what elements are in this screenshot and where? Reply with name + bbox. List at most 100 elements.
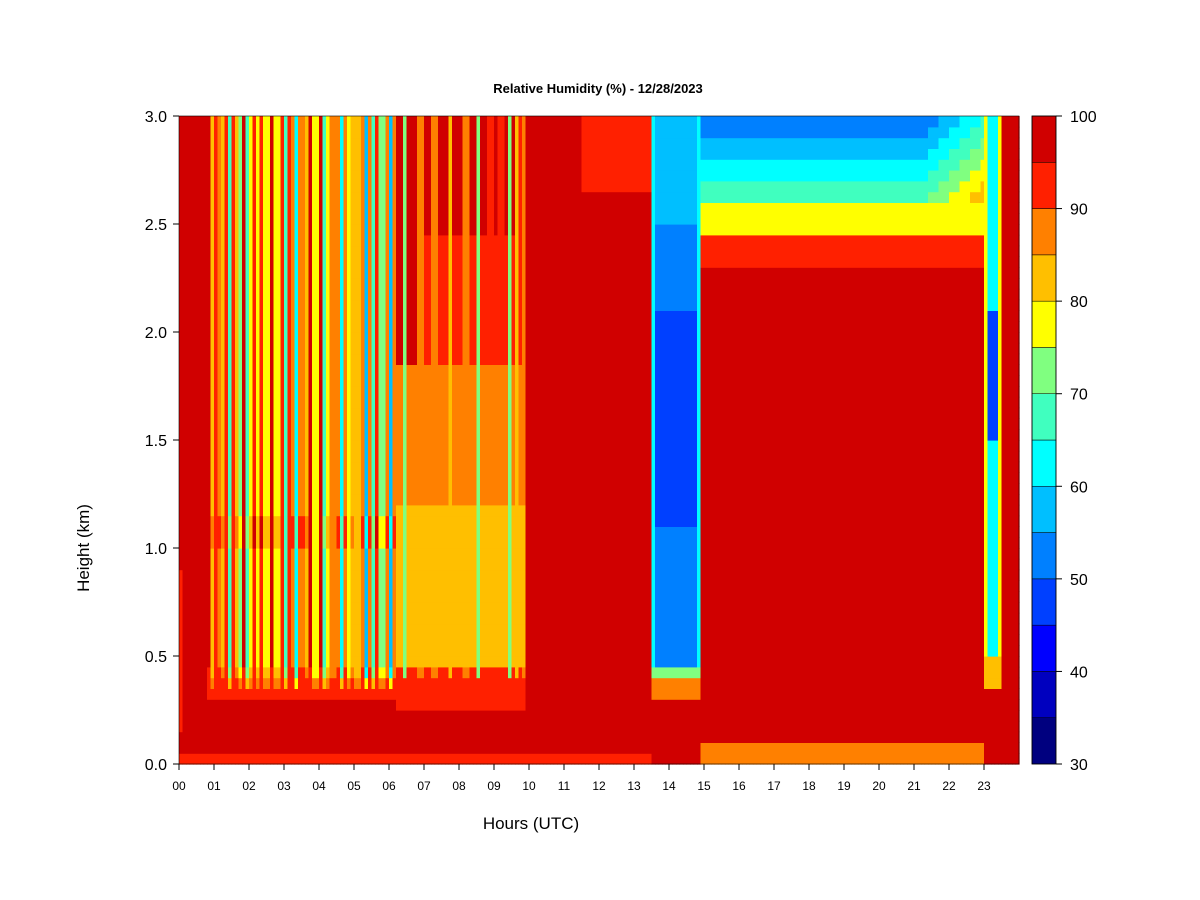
heatmap-cell: [273, 256, 278, 268]
heatmap-cell: [242, 353, 247, 365]
heatmap-cell: [280, 602, 285, 614]
heatmap-cell: [294, 634, 299, 646]
heatmap-cell: [182, 386, 187, 398]
heatmap-cell: [350, 386, 355, 398]
heatmap-cell: [322, 116, 327, 128]
heatmap-cell: [396, 288, 401, 301]
heatmap-cell: [249, 137, 254, 149]
heatmap-cell: [259, 342, 264, 355]
heatmap-cell: [343, 342, 348, 355]
heatmap-cell: [445, 418, 450, 430]
heatmap-cell: [312, 180, 317, 193]
heatmap-cell: [270, 515, 275, 527]
heatmap-cell: [315, 364, 320, 376]
heatmap-cell: [347, 224, 352, 236]
heatmap-cell: [343, 256, 348, 268]
heatmap-cell: [413, 742, 418, 754]
heatmap-cell: [413, 407, 418, 419]
heatmap-cell: [403, 429, 408, 441]
heatmap-cell: [305, 342, 310, 355]
heatmap-cell: [364, 580, 369, 592]
heatmap-cell: [326, 472, 331, 484]
heatmap-cell: [441, 548, 446, 560]
heatmap-cell: [382, 180, 387, 193]
heatmap-cell: [231, 202, 236, 214]
heatmap-cell: [245, 569, 250, 581]
heatmap-cell: [350, 526, 355, 538]
heatmap-cell: [221, 645, 226, 657]
heatmap-cell: [263, 623, 268, 635]
heatmap-cell: [235, 213, 240, 225]
heatmap-cell: [193, 548, 198, 560]
heatmap-cell: [427, 321, 432, 333]
heatmap-cell: [284, 224, 289, 236]
heatmap-cell: [221, 548, 226, 560]
heatmap-cell: [298, 558, 303, 571]
heatmap-cell: [459, 353, 464, 365]
heatmap-cell: [273, 429, 278, 441]
heatmap-cell: [294, 418, 299, 430]
heatmap-cell: [221, 332, 226, 344]
heatmap-cell: [277, 126, 282, 139]
heatmap-cell: [224, 569, 229, 581]
heatmap-cell: [438, 569, 443, 581]
heatmap-cell: [238, 332, 243, 344]
heatmap-cell: [427, 753, 432, 765]
heatmap-cell: [420, 548, 425, 560]
heatmap-cell: [280, 742, 285, 754]
heatmap-cell: [287, 548, 292, 560]
heatmap-cell: [326, 278, 331, 290]
heatmap-cell: [280, 504, 285, 517]
heatmap-cell: [182, 342, 187, 355]
heatmap-cell: [312, 126, 317, 139]
heatmap-cell: [270, 548, 275, 560]
heatmap-cell: [413, 526, 418, 538]
heatmap-cell: [221, 180, 226, 193]
heatmap-cell: [361, 699, 366, 711]
heatmap-cell: [420, 224, 425, 236]
heatmap-cell: [399, 299, 404, 311]
heatmap-cell: [207, 461, 212, 473]
heatmap-cell: [242, 634, 247, 646]
heatmap-cell: [431, 202, 436, 214]
heatmap-cell: [217, 170, 222, 182]
heatmap-cell: [298, 202, 303, 214]
heatmap-cell: [378, 159, 383, 171]
heatmap-cell: [340, 245, 345, 257]
heatmap-cell: [427, 602, 432, 614]
heatmap-cell: [284, 310, 289, 322]
heatmap-cell: [378, 288, 383, 301]
heatmap-cell: [354, 440, 359, 452]
heatmap-cell: [382, 526, 387, 538]
heatmap-cell: [263, 332, 268, 344]
heatmap-cell: [420, 213, 425, 225]
heatmap-cell: [263, 353, 268, 365]
heatmap-cell: [392, 170, 397, 182]
heatmap-cell: [256, 159, 261, 171]
heatmap-cell: [340, 504, 345, 517]
heatmap-cell: [312, 494, 317, 506]
heatmap-cell: [319, 116, 324, 128]
heatmap-cell: [417, 569, 422, 581]
heatmap-cell: [210, 677, 215, 689]
heatmap-cell: [238, 364, 243, 376]
heatmap-cell: [186, 591, 191, 603]
heatmap-cell: [445, 278, 450, 290]
heatmap-cell: [294, 245, 299, 257]
heatmap-cell: [378, 677, 383, 689]
heatmap-cell: [452, 191, 457, 203]
heatmap-cell: [371, 202, 376, 214]
heatmap-cell: [231, 321, 236, 333]
heatmap-cell: [462, 234, 467, 247]
heatmap-cell: [312, 753, 317, 765]
heatmap-cell: [445, 224, 450, 236]
heatmap-cell: [179, 645, 184, 657]
heatmap-cell: [420, 407, 425, 419]
heatmap-cell: [452, 332, 457, 344]
heatmap-cell: [347, 353, 352, 365]
heatmap-cell: [455, 656, 460, 668]
heatmap-cell: [214, 677, 219, 689]
heatmap-cell: [459, 537, 464, 549]
heatmap-cell: [378, 148, 383, 160]
heatmap-cell: [287, 494, 292, 506]
